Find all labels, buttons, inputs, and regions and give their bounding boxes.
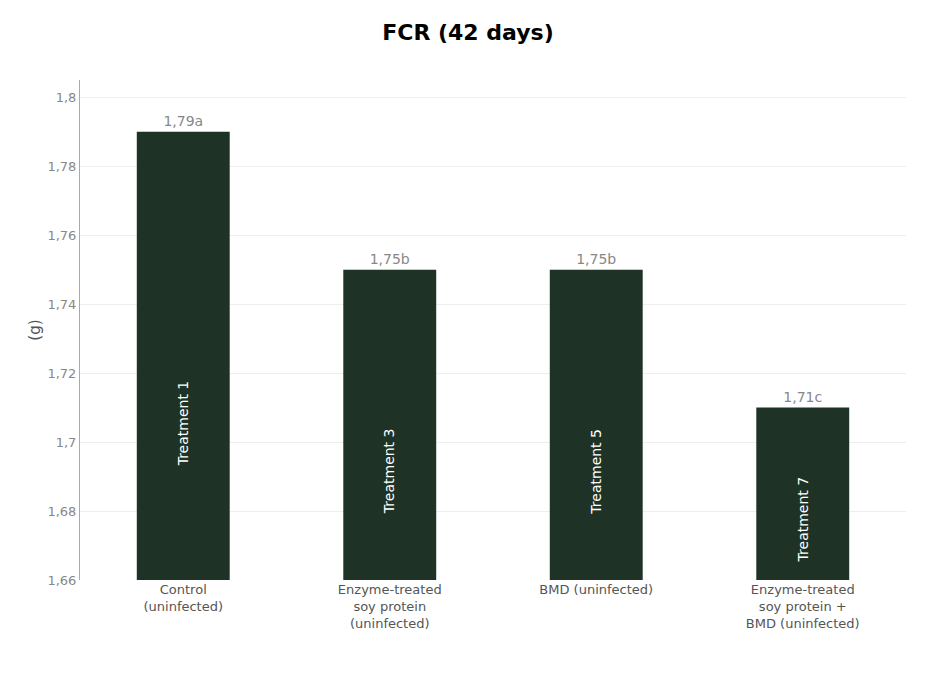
svg-text:Enzyme-treatedsoy protein(unin: Enzyme-treatedsoy protein(uninfected): [338, 582, 442, 631]
svg-text:Treatment 3: Treatment 3: [381, 429, 397, 515]
svg-text:1,75b: 1,75b: [576, 251, 616, 267]
svg-text:Treatment 5: Treatment 5: [588, 429, 604, 515]
svg-text:1,68: 1,68: [47, 504, 76, 519]
svg-text:1,75b: 1,75b: [370, 251, 410, 267]
svg-text:Treatment 1: Treatment 1: [175, 381, 191, 467]
svg-text:1,78: 1,78: [47, 159, 76, 174]
svg-text:1,79a: 1,79a: [163, 113, 203, 129]
svg-text:1,66: 1,66: [47, 573, 76, 588]
svg-text:1,76: 1,76: [47, 228, 76, 243]
svg-text:1,71c: 1,71c: [783, 389, 822, 405]
svg-text:1,72: 1,72: [47, 366, 76, 381]
svg-text:1,8: 1,8: [56, 90, 77, 105]
svg-text:FCR (42 days): FCR (42 days): [382, 20, 554, 45]
svg-text:(g): (g): [26, 319, 44, 340]
svg-text:BMD (uninfected): BMD (uninfected): [539, 582, 653, 597]
svg-text:1,74: 1,74: [47, 297, 76, 312]
svg-text:Enzyme-treatedsoy protein +BMD: Enzyme-treatedsoy protein +BMD (uninfect…: [746, 582, 860, 631]
svg-text:Control(uninfected): Control(uninfected): [143, 582, 223, 614]
svg-text:1,7: 1,7: [56, 435, 77, 450]
svg-text:Treatment 7: Treatment 7: [795, 477, 811, 563]
